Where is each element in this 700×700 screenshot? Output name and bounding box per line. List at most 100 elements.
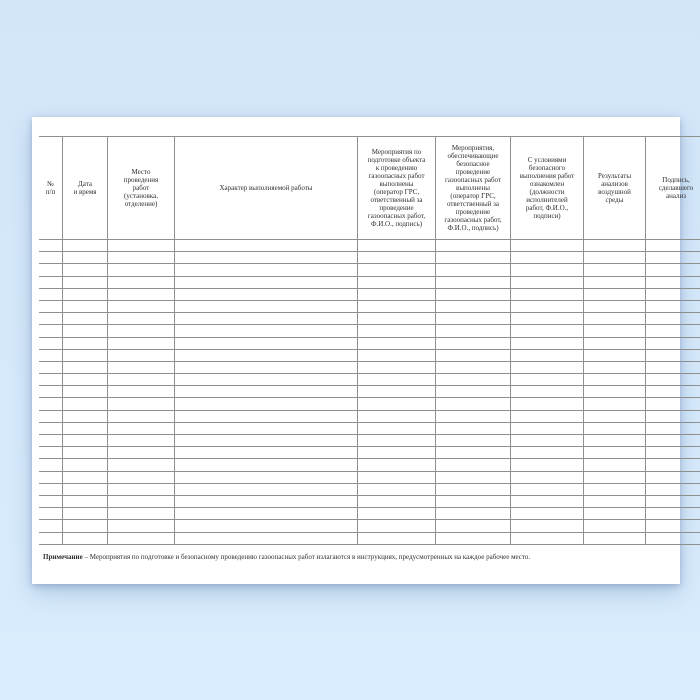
journal-cell (510, 519, 584, 533)
journal-cell (510, 433, 584, 448)
journal-cell (435, 397, 511, 411)
journal-cell (174, 421, 358, 436)
journal-cell (510, 324, 584, 338)
journal-cell (645, 348, 700, 362)
journal-cell (174, 336, 358, 350)
table-header: № п/п Дата и время Место проведения работ … (39, 136, 700, 240)
journal-cell (435, 470, 511, 484)
journal-cell (174, 458, 358, 472)
journal-cell (435, 409, 511, 423)
journal-cell (510, 397, 584, 411)
journal-cell (107, 421, 175, 436)
journal-cell (645, 263, 700, 277)
journal-cell (435, 519, 511, 533)
journal-cell (583, 348, 646, 362)
journal-cell (62, 312, 108, 326)
journal-cell (510, 251, 584, 265)
journal-cell (107, 238, 175, 253)
journal-cell (174, 373, 358, 387)
journal-cell (583, 336, 646, 350)
journal-cell (583, 409, 646, 423)
journal-empty-row (39, 507, 700, 521)
journal-cell (62, 421, 108, 436)
journal-empty-row (39, 251, 700, 265)
journal-cell (62, 373, 108, 387)
journal-cell (510, 336, 584, 350)
journal-cell (435, 507, 511, 521)
journal-cell (645, 421, 700, 436)
journal-cell (174, 482, 358, 496)
journal-empty-row (39, 348, 700, 362)
journal-cell (174, 324, 358, 338)
journal-cell (174, 299, 358, 314)
column-header-safety-measures: Мероприятия, обеспечивающие безопасное п… (435, 136, 511, 240)
journal-cell (62, 433, 108, 448)
column-header-acknowledged: С условиями безопасного выполнения работ… (510, 136, 584, 240)
journal-cell (510, 494, 584, 509)
journal-cell (510, 287, 584, 301)
journal-cell (357, 238, 436, 253)
journal-cell (645, 409, 700, 423)
journal-cell (62, 494, 108, 509)
journal-cell (583, 275, 646, 289)
journal-empty-row (39, 238, 700, 253)
journal-cell (510, 238, 584, 253)
journal-cell (645, 507, 700, 521)
journal-cell (510, 409, 584, 423)
journal-cell (107, 312, 175, 326)
journal-cell (510, 531, 584, 545)
journal-cell (510, 263, 584, 277)
journal-cell (39, 348, 63, 362)
journal-cell (107, 519, 175, 533)
journal-cell (645, 360, 700, 375)
journal-cell (62, 324, 108, 338)
gas-works-journal-table: № п/п Дата и время Место проведения работ … (39, 136, 700, 545)
journal-cell (107, 287, 175, 301)
journal-cell (357, 348, 436, 362)
journal-cell (174, 385, 358, 399)
journal-cell (174, 287, 358, 301)
journal-cell (435, 482, 511, 496)
journal-empty-row (39, 385, 700, 399)
journal-cell (62, 251, 108, 265)
journal-cell (583, 263, 646, 277)
journal-cell (510, 458, 584, 472)
journal-cell (510, 385, 584, 399)
journal-cell (645, 299, 700, 314)
journal-cell (645, 238, 700, 253)
journal-cell (583, 397, 646, 411)
journal-cell (107, 299, 175, 314)
journal-cell (39, 421, 63, 436)
footnote-text: Мероприятия по подготовке и безопасному … (89, 553, 531, 561)
journal-cell (583, 482, 646, 496)
journal-cell (645, 494, 700, 509)
journal-cell (39, 433, 63, 448)
journal-cell (39, 287, 63, 301)
journal-cell (357, 494, 436, 509)
journal-cell (510, 507, 584, 521)
journal-cell (645, 287, 700, 301)
column-header-date-time: Дата и время (62, 136, 108, 240)
journal-cell (107, 409, 175, 423)
journal-cell (39, 531, 63, 545)
journal-cell (107, 263, 175, 277)
journal-cell (39, 312, 63, 326)
journal-cell (645, 519, 700, 533)
journal-cell (357, 373, 436, 387)
journal-cell (62, 360, 108, 375)
journal-cell (107, 385, 175, 399)
journal-cell (107, 324, 175, 338)
journal-cell (645, 446, 700, 460)
journal-cell (107, 458, 175, 472)
journal-cell (435, 251, 511, 265)
journal-cell (62, 409, 108, 423)
journal-cell (645, 433, 700, 448)
document-page: № п/п Дата и время Место проведения работ … (32, 117, 700, 584)
journal-cell (107, 507, 175, 521)
footnote-label: Примечание (43, 553, 83, 561)
journal-cell (645, 470, 700, 484)
journal-cell (435, 385, 511, 399)
journal-cell (583, 433, 646, 448)
journal-cell (107, 446, 175, 460)
journal-cell (174, 238, 358, 253)
